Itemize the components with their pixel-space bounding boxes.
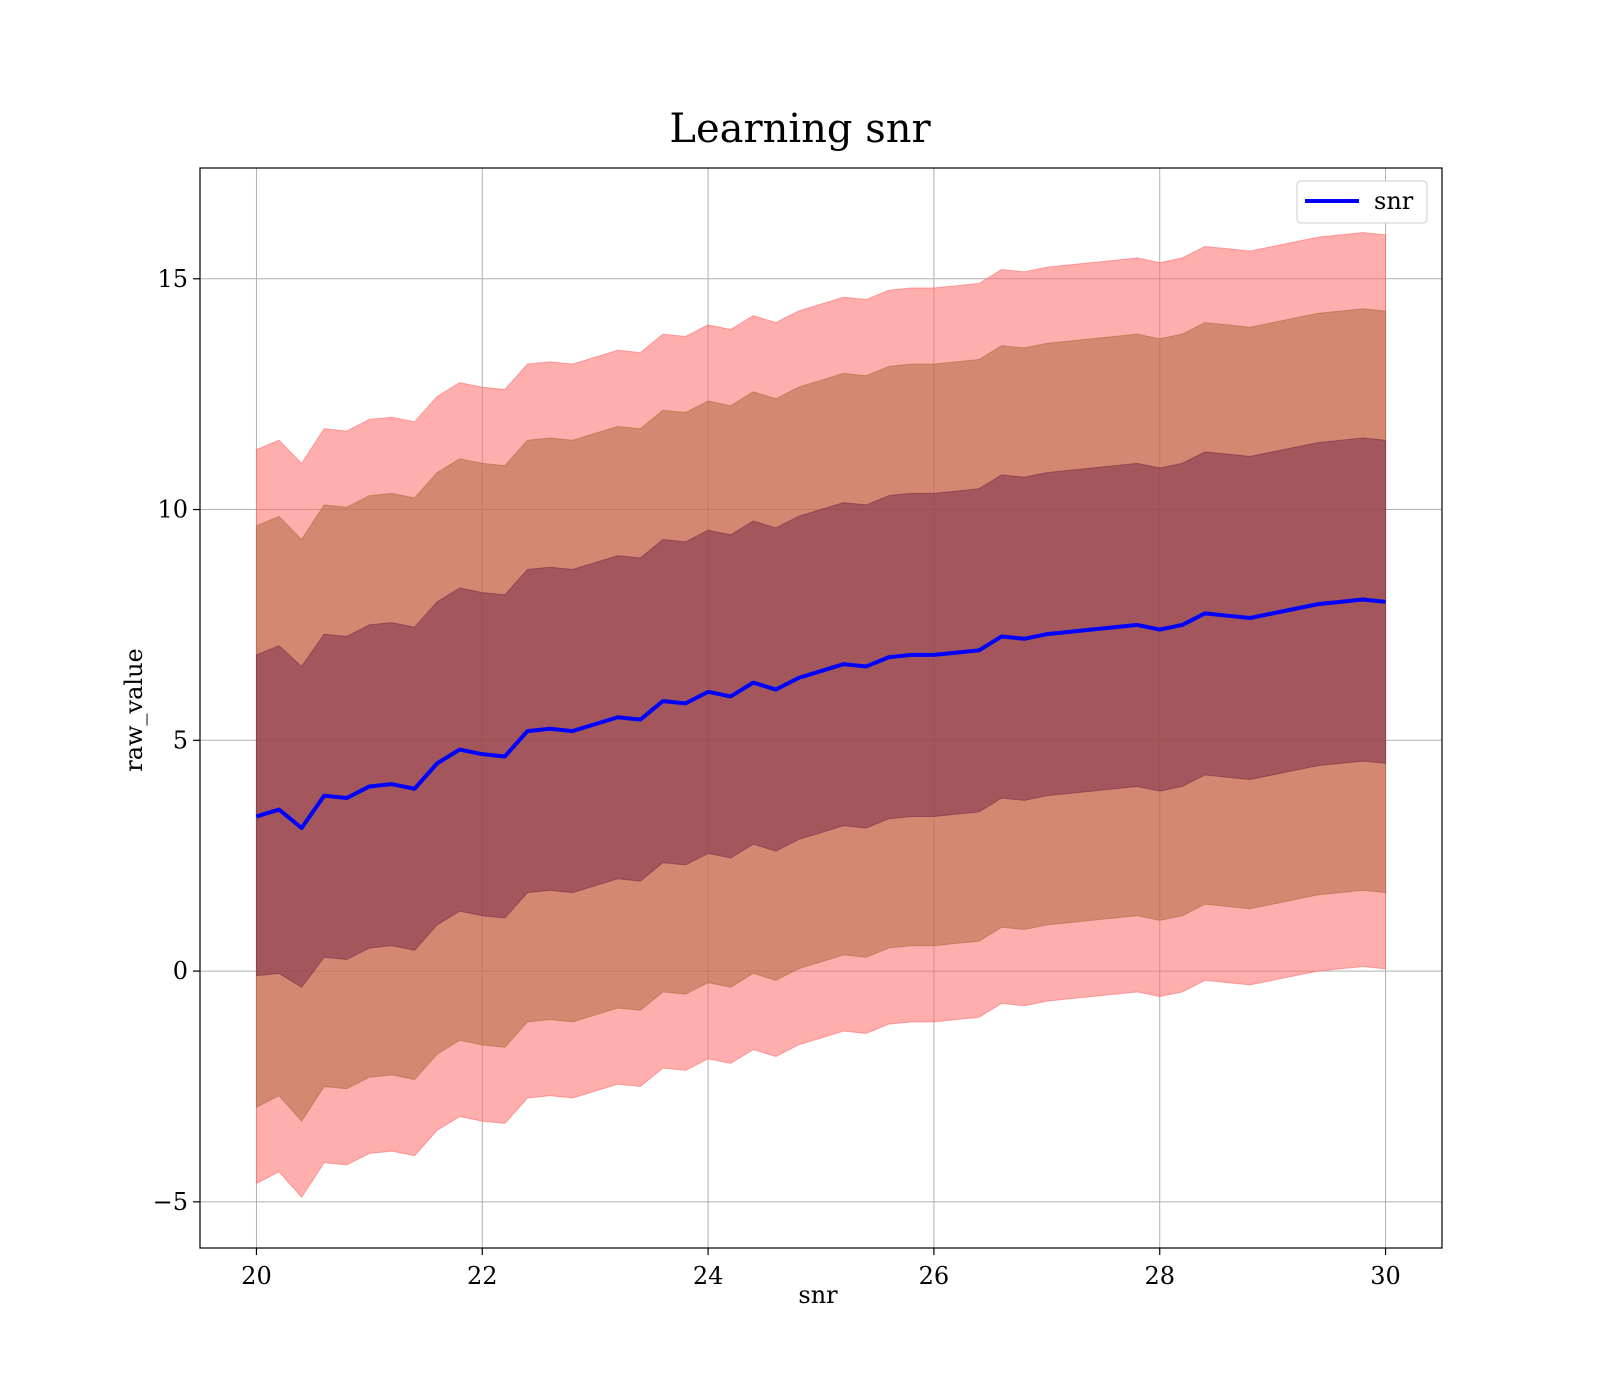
x-tick-label: 20 bbox=[241, 1262, 272, 1290]
series-line-snr bbox=[255, 597, 1386, 830]
x-tick-label: 22 bbox=[467, 1262, 498, 1290]
x-tick-label: 26 bbox=[919, 1262, 950, 1290]
y-tick-label: 0 bbox=[173, 957, 188, 985]
x-tick-label: 28 bbox=[1144, 1262, 1175, 1290]
x-ticks: 20 22 24 26 28 30 bbox=[241, 1248, 1401, 1290]
y-tick-label: 15 bbox=[157, 265, 188, 293]
y-axis-label: raw_value bbox=[120, 648, 148, 772]
legend: snr bbox=[1296, 180, 1428, 224]
band-area bbox=[255, 437, 1387, 988]
y-ticks: −5 0 5 10 15 bbox=[153, 265, 200, 1216]
legend-label-snr: snr bbox=[1374, 187, 1414, 215]
y-tick-label: 10 bbox=[157, 496, 188, 524]
y-tick-label: −5 bbox=[153, 1188, 188, 1216]
chart-title: Learning snr bbox=[669, 106, 931, 152]
series-lines bbox=[255, 597, 1386, 830]
legend-box bbox=[1296, 180, 1428, 224]
y-tick-label: 5 bbox=[173, 726, 188, 754]
x-tick-label: 24 bbox=[693, 1262, 724, 1290]
x-axis-label: snr bbox=[798, 1281, 838, 1309]
confidence-bands bbox=[255, 232, 1387, 1199]
x-tick-label: 30 bbox=[1370, 1262, 1401, 1290]
plot-frame bbox=[199, 167, 1443, 1249]
